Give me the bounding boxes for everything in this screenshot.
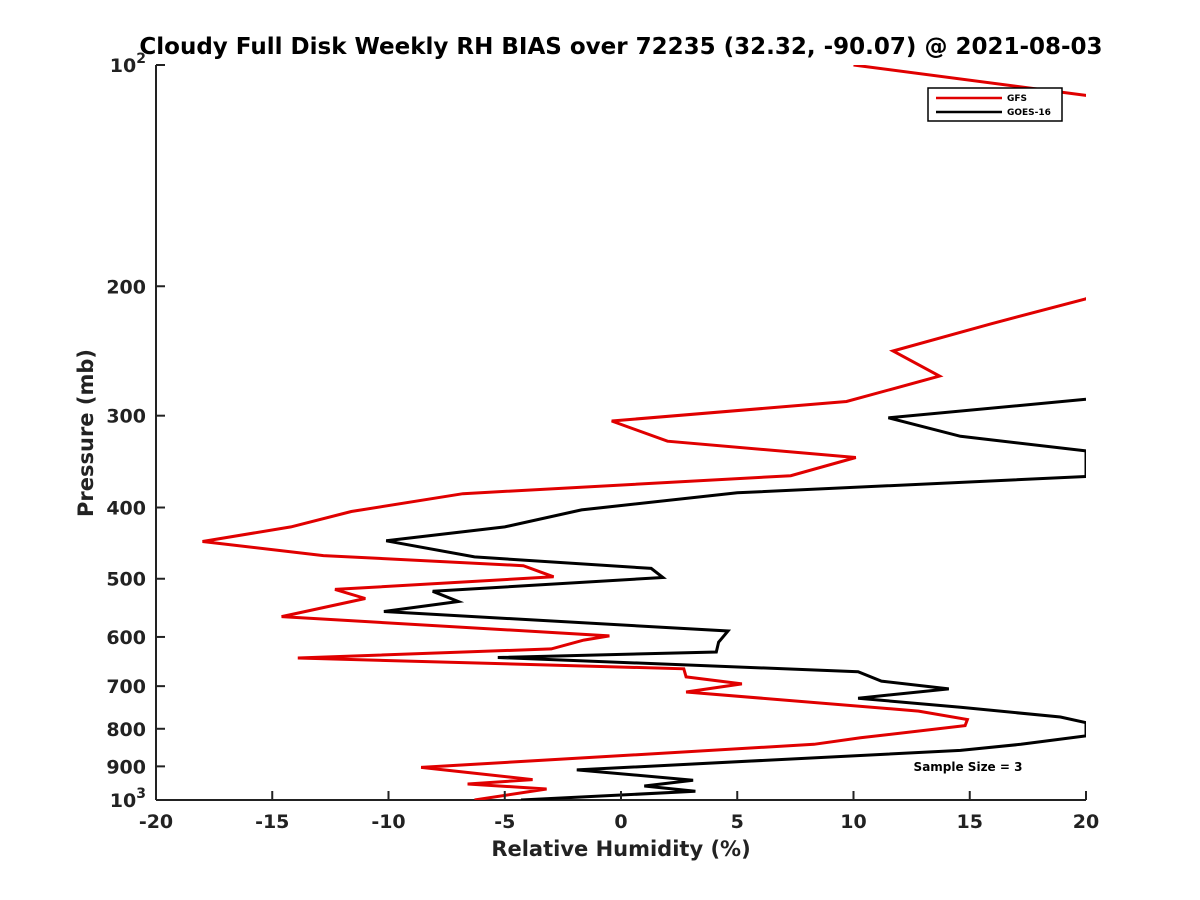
y-tick-label: 300 xyxy=(106,406,146,428)
legend-label-goes-16: GOES-16 xyxy=(1007,108,1051,118)
x-ticks: -20 -15 -10 -5 0 5 10 15 20 xyxy=(139,791,1099,833)
y-tick-label: 500 xyxy=(106,569,146,591)
y-tick-label: 400 xyxy=(106,498,146,520)
y-axis-label: Pressure (mb) xyxy=(74,349,98,517)
y-tick-label: 700 xyxy=(106,676,146,698)
x-tick-label: 0 xyxy=(614,811,627,833)
series-group xyxy=(202,65,1086,800)
series-line-gfs xyxy=(202,65,1086,800)
x-tick-label: 20 xyxy=(1073,811,1099,833)
legend-items: GFS GOES-16 xyxy=(936,94,1051,118)
y-tick-label: 102 xyxy=(110,51,146,77)
legend-box xyxy=(927,87,1063,122)
x-axis-label: Relative Humidity (%) xyxy=(491,837,750,861)
legend: GFS GOES-16 xyxy=(927,87,1063,122)
y-tick-label: 900 xyxy=(106,756,146,778)
x-tick-label: 5 xyxy=(731,811,744,833)
y-tick-label: 800 xyxy=(106,719,146,741)
x-tick-label: -5 xyxy=(494,811,515,833)
y-tick-label: 103 xyxy=(110,786,146,812)
legend-label-gfs: GFS xyxy=(1007,94,1027,104)
x-tick-label: -10 xyxy=(371,811,405,833)
plot-area: -20 -15 -10 -5 0 5 10 15 20 102 200 300 400 500 600 70… xyxy=(106,51,1099,833)
y-ticks: 102 200 300 400 500 600 700 800 900 103 xyxy=(106,51,165,812)
x-tick-label: -15 xyxy=(255,811,289,833)
x-tick-label: 10 xyxy=(840,811,866,833)
y-tick-label: 600 xyxy=(106,627,146,649)
chart-title: Cloudy Full Disk Weekly RH BIAS over 722… xyxy=(139,34,1102,60)
x-tick-label: 15 xyxy=(957,811,983,833)
y-tick-label: 200 xyxy=(106,276,146,298)
x-tick-label: -20 xyxy=(139,811,173,833)
series-line-goes-16 xyxy=(383,397,1086,800)
sample-size-annotation: Sample Size = 3 xyxy=(914,760,1023,774)
